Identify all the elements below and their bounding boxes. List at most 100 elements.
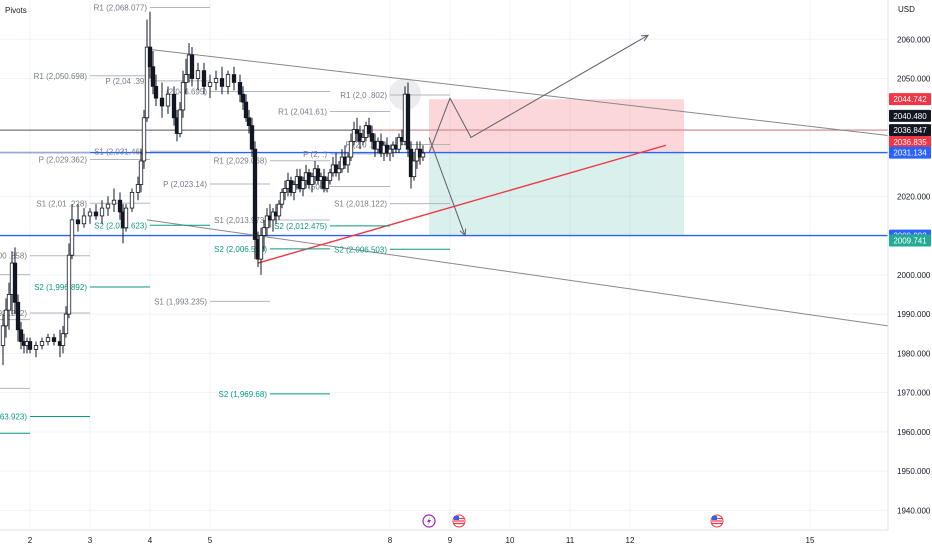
pivot-label: S1 (2,018.122)	[334, 200, 387, 209]
candle-body	[135, 184, 141, 193]
candle-body	[123, 207, 129, 229]
y-tick-label: 2060.000	[897, 35, 931, 44]
candle-body	[177, 109, 183, 134]
pivot-label: R1 (2,068.077)	[94, 4, 148, 13]
candle-body	[45, 337, 51, 342]
y-tick-label: 1960.000	[897, 428, 931, 437]
flag-canton	[712, 516, 717, 520]
candle-body	[360, 137, 366, 142]
price-tag-label: 2044.742	[893, 95, 927, 104]
take-profit-zone	[429, 152, 684, 236]
candle-body	[240, 93, 246, 103]
candle-body	[39, 341, 45, 346]
price-tag	[889, 93, 931, 106]
candle-body	[354, 129, 360, 134]
candle-body	[261, 227, 267, 236]
candle-body	[396, 137, 402, 150]
pivot-label: P (2, .)	[303, 150, 327, 159]
horizontal-lines[interactable]	[0, 129, 888, 237]
candle-body	[15, 301, 21, 331]
arrowhead	[640, 34, 649, 42]
y-tick-label: 1940.000	[897, 506, 931, 515]
candle-body	[225, 74, 231, 87]
y-tick-label: 1980.000	[897, 349, 931, 358]
pivot-label: S1 (1,99 .262)	[0, 309, 27, 318]
pivot-label: S2 (1,963.923)	[0, 412, 27, 421]
candle-body	[144, 46, 150, 119]
candle-body	[138, 160, 144, 185]
trendlines[interactable]	[146, 48, 889, 327]
candle-body	[246, 117, 252, 127]
trendline	[257, 144, 667, 264]
x-tick-label: 3	[88, 536, 93, 545]
currency-label: USD	[898, 5, 915, 14]
price-tag	[889, 109, 931, 122]
x-tick-label: 4	[148, 536, 153, 545]
candle-body	[27, 341, 33, 350]
candle-body	[147, 46, 153, 68]
price-tags: 2044.742 2040.480 2036.847 2036.835 2031.134…	[889, 93, 931, 247]
price-tag	[889, 124, 931, 137]
candles	[0, 11, 426, 366]
event-markers[interactable]	[422, 514, 724, 528]
pivot-label: P (2,023.14)	[163, 180, 207, 189]
candle-body	[33, 345, 39, 350]
pivot-label: S1 (2,01 .228)	[36, 199, 87, 208]
candle-body	[141, 117, 147, 162]
price-tag-label: 2031.134	[893, 149, 927, 158]
candle-body	[129, 191, 135, 209]
candle-body	[405, 93, 411, 150]
lightning-bolt	[427, 517, 431, 525]
pivot-label: S2 (2,012.623)	[94, 221, 147, 230]
candle-body	[282, 188, 288, 193]
candle-body	[99, 207, 105, 217]
candle-body	[51, 337, 57, 342]
candle-body	[369, 133, 375, 142]
candle-body	[315, 168, 321, 181]
y-tick-label: 2000.000	[897, 271, 931, 280]
candle-body	[171, 93, 177, 119]
x-tick-label: 2	[28, 536, 33, 545]
pivot-label: S1 (2,031.467)	[94, 147, 147, 156]
y-tick-label: 2020.000	[897, 192, 931, 201]
candle-body	[345, 156, 351, 166]
x-tick-label: 12	[626, 536, 635, 545]
pivot-label: S2 (2,006.592)	[214, 245, 267, 254]
time-axis[interactable]: 2 3 4 5 8 9 10 11 12 15	[0, 529, 888, 545]
pivot-label: P (2,00 .858)	[0, 252, 27, 261]
candle-body	[195, 70, 201, 79]
candle-body	[66, 254, 72, 315]
candle-body	[249, 125, 255, 150]
stop-loss-zone	[429, 99, 684, 153]
x-tick-label: 11	[566, 536, 575, 545]
pivot-label: P (2,0 .183)	[345, 141, 387, 150]
projection-path	[428, 137, 466, 236]
candle-body	[387, 148, 393, 154]
pivot-label: S1 (2,013.973)	[214, 216, 267, 225]
candle-body	[309, 176, 315, 185]
candle-body	[87, 211, 93, 217]
x-tick-label: 9	[448, 536, 453, 545]
candle-body	[336, 168, 342, 174]
price-tag	[889, 135, 931, 148]
position-tool[interactable]	[389, 78, 684, 236]
candle-body	[0, 325, 6, 346]
pivot-label: S1 (1,993.235)	[154, 297, 207, 306]
candle-body	[300, 180, 306, 189]
candle-body	[75, 219, 81, 225]
candle-body	[12, 262, 18, 303]
candle-body	[207, 82, 213, 87]
candle-body	[327, 172, 333, 181]
candle-body	[420, 152, 426, 158]
candle-body	[279, 191, 285, 205]
projection-paths[interactable]	[428, 34, 649, 237]
price-tag-label: 2036.835	[893, 138, 927, 147]
candle-body	[60, 333, 66, 346]
pivot-levels: R1 (2,068.077) R1 (2,050.698) P (2,04 .39)…	[0, 4, 450, 434]
y-tick-label: 2050.000	[897, 75, 931, 84]
candle-body	[219, 78, 225, 87]
candle-body	[189, 54, 195, 79]
price-tag-label: 2040.480	[893, 112, 927, 121]
candle-body	[276, 203, 282, 217]
